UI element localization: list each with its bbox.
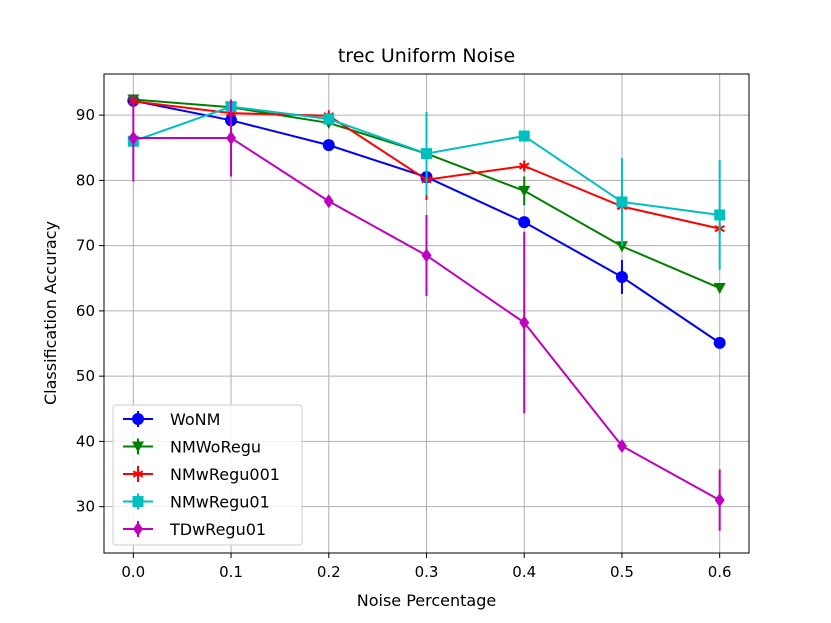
data-point <box>322 139 335 152</box>
data-point <box>713 283 726 295</box>
legend-label: NMwRegu001 <box>170 465 280 484</box>
legend-entry-wonm: WoNM <box>123 410 220 429</box>
legend-marker <box>133 522 143 536</box>
y-tick-label: 60 <box>76 302 95 320</box>
legend-label: NMWoRegu <box>170 438 261 457</box>
data-point <box>421 248 432 263</box>
data-point <box>518 185 531 197</box>
legend-marker <box>132 468 144 480</box>
legend-marker <box>132 496 144 507</box>
legend-entry-nmworegu: NMWoRegu <box>123 438 261 457</box>
x-tick-label: 0.1 <box>219 563 243 581</box>
star-stroke <box>518 162 530 170</box>
data-point <box>714 493 725 508</box>
y-axis-label: Classification Accuracy <box>41 221 60 405</box>
x-tick-label: 0.5 <box>610 563 634 581</box>
data-point <box>518 130 530 142</box>
data-point <box>713 336 726 349</box>
data-point <box>519 315 530 330</box>
data-point <box>518 160 530 172</box>
x-axis-label: Noise Percentage <box>357 591 496 610</box>
x-tick-label: 0.4 <box>512 563 536 581</box>
legend-marker <box>132 441 144 453</box>
data-point <box>616 438 627 453</box>
legend-entry-tdwregu01: TDwRegu01 <box>123 520 266 539</box>
star-stroke <box>132 470 144 478</box>
data-point <box>421 148 432 160</box>
legend-box <box>112 404 303 546</box>
legend-label: NMwRegu01 <box>170 493 270 512</box>
y-tick-label: 30 <box>76 498 95 516</box>
data-point <box>518 216 531 229</box>
y-axis: 30 40 50 60 70 80 90 <box>76 106 104 516</box>
y-tick-label: 40 <box>76 432 95 450</box>
data-point <box>714 209 726 221</box>
data-point <box>323 194 334 209</box>
data-point <box>128 130 139 145</box>
legend-label: WoNM <box>170 410 220 429</box>
y-tick-label: 90 <box>76 106 95 124</box>
legend-entry-nmwregu01: NMwRegu01 <box>123 493 270 512</box>
x-tick-label: 0.3 <box>415 563 439 581</box>
x-tick-label: 0.0 <box>121 563 145 581</box>
data-point <box>616 196 628 208</box>
legend-entry-nmwregu001: NMwRegu001 <box>123 465 280 484</box>
y-tick-label: 50 <box>76 367 95 385</box>
data-point <box>226 130 237 145</box>
data-point <box>615 241 628 253</box>
series-tdwregu01 <box>128 94 725 531</box>
data-point <box>615 270 628 283</box>
chart-title: trec Uniform Noise <box>338 45 515 67</box>
x-tick-label: 0.2 <box>317 563 341 581</box>
x-axis: 0.0 0.1 0.2 0.3 0.4 0.5 0.6 <box>121 553 732 581</box>
legend-label: TDwRegu01 <box>169 520 266 539</box>
x-tick-label: 0.6 <box>708 563 732 581</box>
y-tick-label: 80 <box>76 171 95 189</box>
legend-marker <box>132 413 144 425</box>
y-tick-label: 70 <box>76 237 95 255</box>
data-point <box>323 113 335 125</box>
series-layer <box>127 94 726 531</box>
legend: WoNM NMWoRegu NMwRegu001 NMwRegu01 TDwRegu01 <box>112 404 303 546</box>
